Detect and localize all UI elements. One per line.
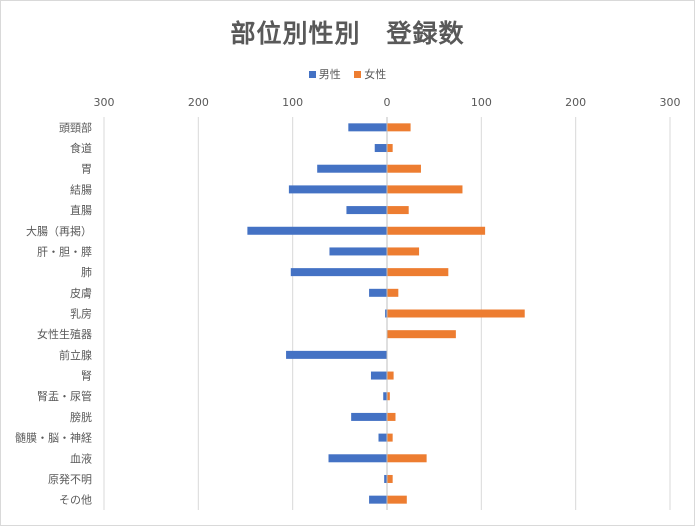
bar-male (329, 247, 387, 256)
bar-female (387, 371, 394, 380)
x-tick-label: 300 (94, 96, 115, 109)
category-label: 女性生殖器 (37, 327, 92, 341)
x-tick-label: 100 (471, 96, 492, 109)
category-label: 腎盂・尿管 (37, 389, 92, 403)
bar-male (384, 474, 387, 483)
legend-item-male: 男性 (308, 66, 341, 82)
bar-female (387, 206, 409, 215)
legend-swatch-male (308, 71, 316, 78)
bar-male (346, 206, 387, 215)
category-label: 直腸 (70, 203, 92, 217)
category-label: 前立腺 (59, 348, 92, 362)
category-label: 大腸（再掲） (26, 224, 92, 238)
bar-female (387, 474, 393, 483)
category-label: 食道 (70, 141, 92, 155)
x-tick-label: 200 (565, 96, 586, 109)
bar-female (387, 185, 463, 194)
bar-female (387, 226, 486, 235)
bar-male (369, 288, 387, 297)
x-tick-label: 200 (188, 96, 209, 109)
bar-male (286, 350, 387, 359)
bar-male (370, 371, 387, 380)
category-label: 原発不明 (48, 472, 92, 486)
bar-female (387, 144, 393, 153)
x-tick-label: 0 (384, 96, 391, 109)
category-label: 結腸 (70, 182, 92, 196)
bar-female (387, 309, 525, 318)
bar-male (348, 123, 387, 132)
bar-male (351, 412, 387, 421)
category-label: 肝・胆・膵 (37, 245, 92, 258)
bar-male (383, 392, 387, 401)
bar-female (387, 495, 407, 504)
bar-male (369, 495, 387, 504)
category-label: 皮膚 (70, 286, 92, 300)
bar-female (387, 433, 393, 442)
bar-female (387, 288, 399, 297)
bar-female (387, 454, 427, 463)
category-label: 腎 (81, 370, 92, 383)
category-label: その他 (59, 494, 92, 507)
legend-label-male: 男性 (318, 68, 341, 81)
bar-female (387, 412, 396, 421)
legend: 男性 女性 (0, 66, 695, 82)
bar-male (385, 309, 387, 318)
chart-title: 部位別性別 登録数 (230, 19, 465, 48)
bar-male (247, 226, 387, 235)
bar-male (328, 454, 387, 463)
legend-swatch-female (354, 71, 362, 78)
bar-female (387, 268, 449, 277)
category-label: 肺 (81, 266, 92, 279)
category-label: 頭頸部 (59, 120, 92, 134)
category-label: 胃 (81, 163, 92, 176)
bar-female (387, 392, 390, 401)
category-label: 髄膜・脳・神経 (15, 431, 92, 445)
bar-male (317, 164, 387, 173)
category-label: 乳房 (70, 308, 92, 321)
bar-male (374, 144, 387, 153)
bar-female (387, 123, 411, 132)
bar-female (387, 247, 420, 256)
bar-female (387, 330, 456, 339)
x-tick-label: 300 (660, 96, 681, 109)
bar-male (288, 185, 387, 194)
legend-label-female: 女性 (364, 68, 387, 81)
bar-male (378, 433, 387, 442)
bar-female (387, 164, 421, 173)
legend-item-female: 女性 (354, 66, 386, 82)
bar-male (290, 268, 387, 277)
category-label: 膀胱 (70, 410, 92, 424)
x-tick-label: 100 (282, 96, 303, 109)
category-label: 血液 (70, 451, 92, 465)
